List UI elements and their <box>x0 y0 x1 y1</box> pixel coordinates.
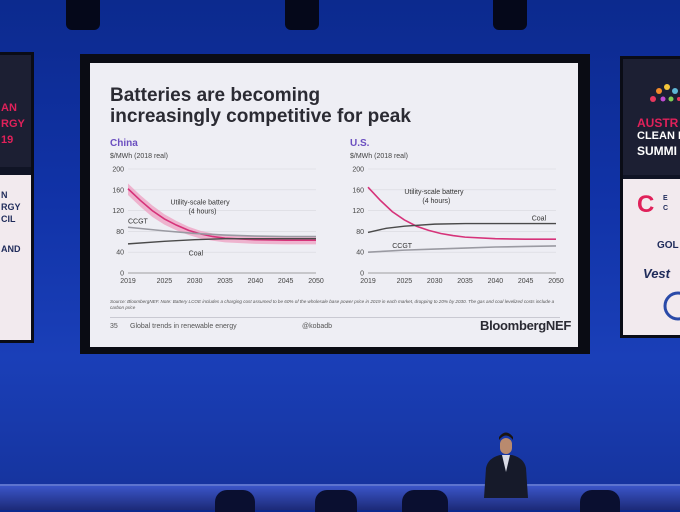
y-tick-label: 80 <box>356 229 364 236</box>
right-summit-banner: AUSTR CLEAN E SUMMI C E C GOL Vest <box>620 56 680 338</box>
x-tick-label: 2040 <box>488 278 504 285</box>
ceiling-light <box>493 0 527 30</box>
slide-title-line: increasingly competitive for peak <box>110 106 411 127</box>
y-tick-label: 200 <box>352 167 364 174</box>
china-panel-title: China <box>110 138 138 149</box>
ccgt-line <box>367 245 557 253</box>
battery-annotation: Utility-scale battery <box>170 199 230 206</box>
x-tick-label: 2050 <box>308 278 324 285</box>
battery-annotation-sub: (4 hours) <box>422 198 450 205</box>
battery-annotation-sub: (4 hours) <box>188 208 216 215</box>
brand-logo: BloombergNEF <box>480 318 572 333</box>
ccgt-line <box>127 226 316 238</box>
banner-text: AND <box>1 244 21 254</box>
china-line-chart: 0 40 80 120 160 200 2019 2025 2030 2035 2040 2045 20… <box>112 167 324 286</box>
us-unit-label: $/MWh (2018 real) <box>350 153 408 160</box>
footer-text: Global trends in renewable energy <box>130 323 237 330</box>
slide-title: Batteries are becoming increasingly comp… <box>110 85 530 127</box>
stage-monitor <box>215 490 255 512</box>
coal-line <box>367 222 556 234</box>
presentation-slide: Batteries are becoming increasingly comp… <box>90 63 578 347</box>
us-line-chart: 0 40 80 120 160 200 2019 2025 2030 2035 2040 2045 20… <box>352 167 564 286</box>
y-tick-label: 80 <box>116 229 124 236</box>
dots-logo-icon <box>650 84 680 102</box>
footer-divider <box>110 317 560 318</box>
speaker-figure <box>484 432 528 498</box>
banner-text: RGY <box>1 118 25 130</box>
banner-text: AUSTR <box>637 116 679 130</box>
x-tick-label: 2045 <box>518 278 534 285</box>
banner-text: C <box>663 205 669 212</box>
coal-annotation: Coal <box>189 250 204 257</box>
x-tick-label: 2035 <box>217 278 233 285</box>
banner-text: 19 <box>1 134 14 146</box>
twitter-handle: @kobadb <box>302 323 333 330</box>
x-tick-label: 2030 <box>187 278 203 285</box>
slide-title-line: Batteries are becoming <box>110 85 321 106</box>
coal-annotation: Coal <box>532 215 547 222</box>
coal-line <box>127 237 316 245</box>
page-number: 35 <box>110 323 118 330</box>
y-tick-label: 0 <box>360 271 364 278</box>
x-tick-label: 2030 <box>427 278 443 285</box>
x-tick-label: 2035 <box>457 278 473 285</box>
x-tick-label: 2050 <box>548 278 564 285</box>
left-summit-banner: AN RGY 19 N RGY CIL AND <box>0 52 34 343</box>
y-tick-label: 0 <box>120 271 124 278</box>
y-tick-label: 160 <box>352 187 364 194</box>
ge-logo-icon <box>663 291 680 321</box>
banner-text: RGY <box>1 202 21 212</box>
x-tick-label: 2045 <box>278 278 294 285</box>
battery-line <box>127 188 316 242</box>
y-tick-label: 120 <box>352 208 364 215</box>
y-tick-label: 200 <box>112 167 124 174</box>
banner-text: N <box>1 190 8 200</box>
y-tick-label: 40 <box>356 250 364 257</box>
y-tick-label: 40 <box>116 250 124 257</box>
banner-text: CLEAN E <box>637 130 680 142</box>
battery-line <box>367 186 556 240</box>
y-tick-label: 120 <box>112 208 124 215</box>
ceiling-light <box>285 0 319 30</box>
banner-text: SUMMI <box>637 144 677 158</box>
ccgt-annotation: CCGT <box>392 243 413 250</box>
banner-text: AN <box>1 102 17 114</box>
banner-text: GOL <box>657 240 679 251</box>
banner-text: CIL <box>1 214 16 224</box>
stage-monitor <box>402 490 448 512</box>
banner-text: Vest <box>643 266 670 281</box>
x-tick-label: 2025 <box>397 278 413 285</box>
ceiling-light <box>66 0 100 30</box>
source-note: Source: BloombergNEF. Note: Battery LCOE… <box>110 299 555 310</box>
china-unit-label: $/MWh (2018 real) <box>110 153 168 160</box>
us-panel-title: U.S. <box>350 138 370 149</box>
battery-annotation: Utility-scale battery <box>404 189 464 196</box>
y-tick-label: 160 <box>112 187 124 194</box>
stage-monitor <box>315 490 357 512</box>
x-tick-label: 2040 <box>248 278 264 285</box>
x-tick-label: 2019 <box>360 278 376 285</box>
x-tick-label: 2019 <box>120 278 136 285</box>
ccgt-annotation: CCGT <box>128 219 149 226</box>
battery-range-band <box>128 183 316 245</box>
stage-monitor <box>580 490 620 512</box>
banner-text: E <box>663 195 668 202</box>
x-tick-label: 2025 <box>157 278 173 285</box>
banner-text: C <box>637 191 655 218</box>
